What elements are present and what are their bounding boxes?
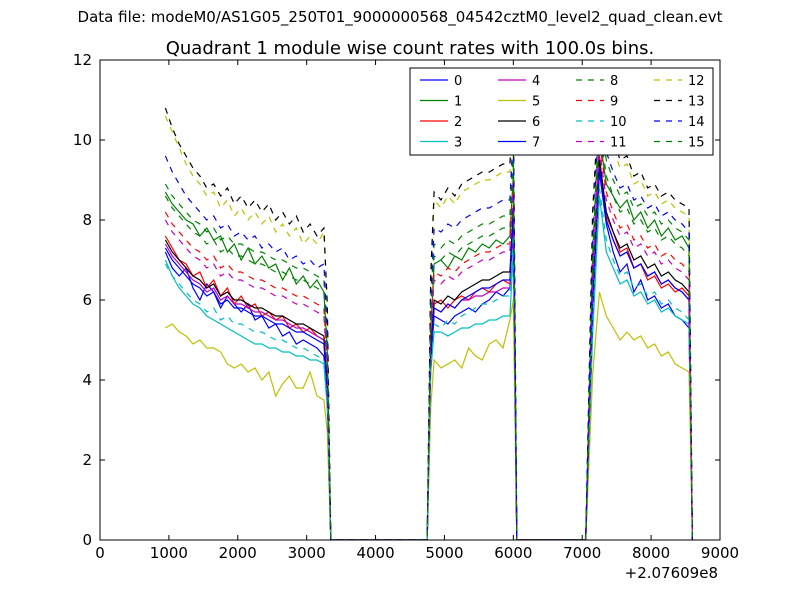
y-tick-label: 10 — [73, 131, 92, 149]
y-tick-label: 2 — [82, 451, 92, 469]
series-line-11 — [164, 147, 693, 540]
series-line-15 — [164, 123, 693, 540]
series-line-7 — [164, 167, 693, 540]
legend-label-14: 14 — [688, 115, 705, 130]
series-line-3 — [164, 195, 693, 540]
legend-label-1: 1 — [454, 95, 462, 110]
legend-label-15: 15 — [688, 136, 705, 151]
series-line-6 — [164, 159, 693, 540]
legend-label-0: 0 — [454, 74, 462, 89]
legend-label-4: 4 — [532, 74, 540, 89]
legend-label-10: 10 — [610, 115, 627, 130]
y-tick-label: 4 — [82, 371, 92, 389]
series-line-14 — [164, 103, 693, 540]
series-line-5 — [165, 291, 693, 540]
data-file-suptitle: Data file: modeM0/AS1G05_250T01_90000005… — [77, 8, 723, 26]
axis-layer: 0 1000 2000 3000 4000 5000 6000 7000 8000 9000 0 2 4… — [73, 51, 739, 562]
series-line-12 — [164, 91, 693, 540]
legend-label-13: 13 — [688, 95, 705, 110]
x-tick-label: 0 — [95, 544, 105, 562]
x-tick-label: 9000 — [701, 544, 739, 562]
y-tick-label: 0 — [82, 531, 92, 549]
legend-label-7: 7 — [532, 136, 540, 151]
series-line-13 — [164, 87, 693, 540]
y-tick-label: 12 — [73, 51, 92, 69]
legend-label-5: 5 — [532, 95, 540, 110]
x-tick-label: 7000 — [563, 544, 601, 562]
x-tick-label: 2000 — [219, 544, 257, 562]
y-tick-label: 6 — [82, 291, 92, 309]
legend-label-9: 9 — [610, 95, 618, 110]
legend-label-8: 8 — [610, 74, 618, 89]
x-tick-label: 4000 — [356, 544, 394, 562]
chart-title: Quadrant 1 module wise count rates with … — [166, 38, 655, 59]
series-line-8 — [164, 107, 693, 540]
series-layer — [164, 87, 693, 540]
x-tick-label: 6000 — [494, 544, 532, 562]
x-offset-label: +2.07609e8 — [625, 564, 718, 582]
series-line-10 — [164, 187, 693, 540]
legend-label-3: 3 — [454, 136, 462, 151]
legend-box — [409, 67, 714, 156]
x-tick-label: 3000 — [288, 544, 326, 562]
x-tick-label: 1000 — [150, 544, 188, 562]
series-line-9 — [164, 139, 693, 540]
legend-label-12: 12 — [688, 74, 705, 89]
legend-label-2: 2 — [454, 115, 462, 130]
y-tick-label: 8 — [82, 211, 92, 229]
x-tick-label: 8000 — [632, 544, 670, 562]
x-tick-label: 5000 — [425, 544, 463, 562]
legend-label-11: 11 — [610, 136, 627, 151]
legend-label-6: 6 — [532, 115, 540, 130]
